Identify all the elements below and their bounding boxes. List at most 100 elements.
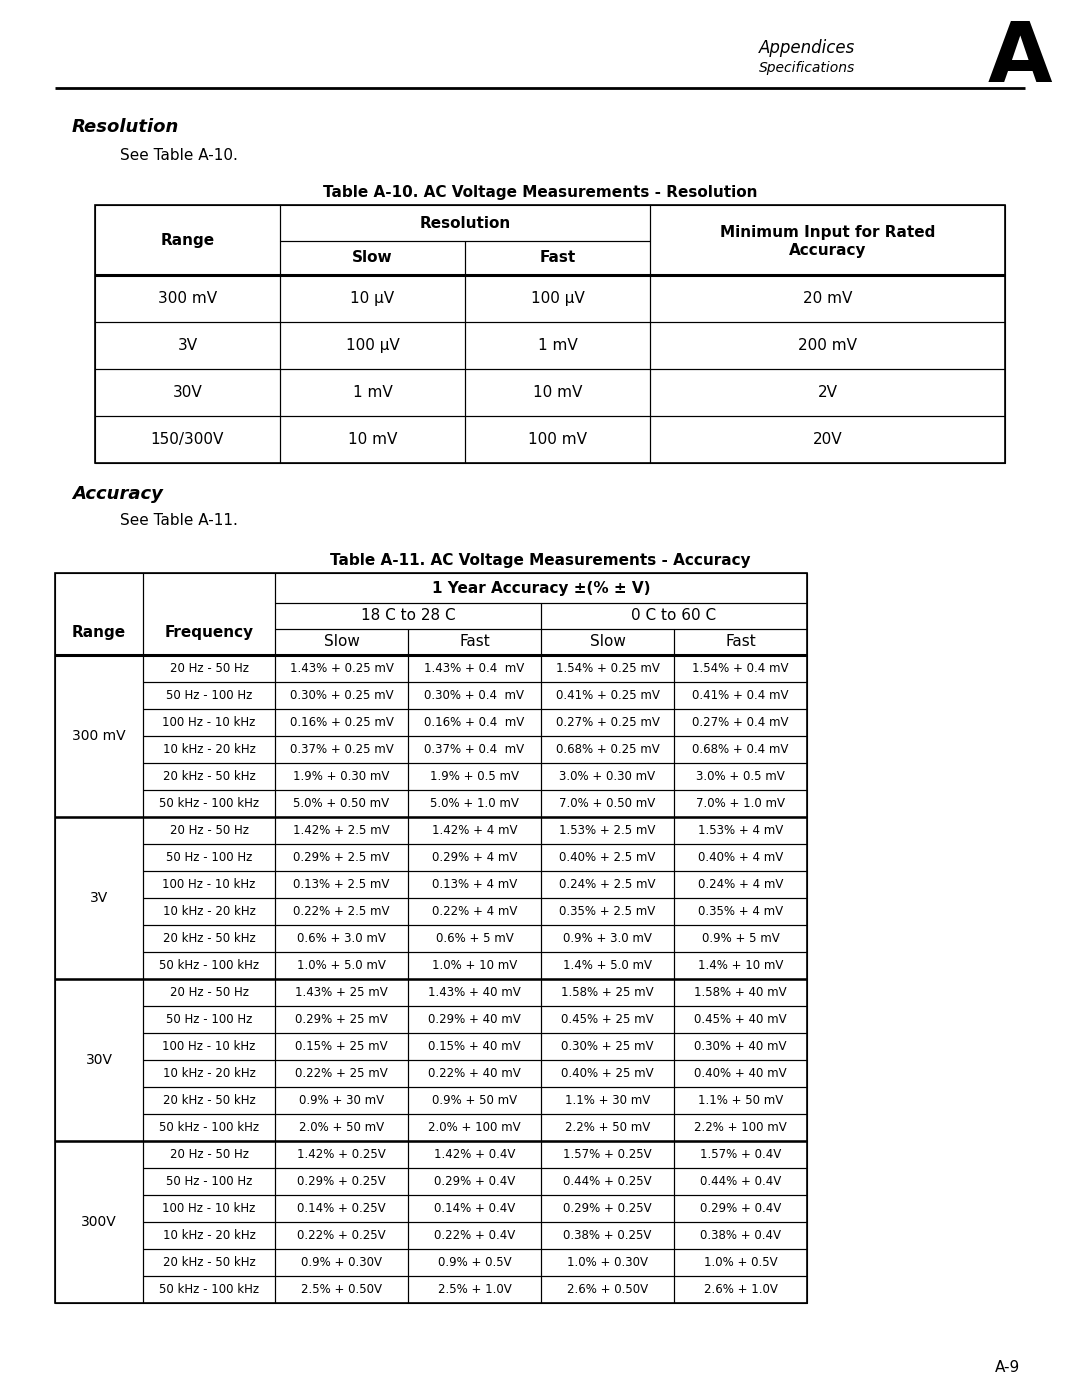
Bar xyxy=(275,1275,408,1303)
Text: Fast: Fast xyxy=(725,634,756,650)
Bar xyxy=(674,1032,807,1060)
Bar xyxy=(143,1032,275,1060)
Text: 0.15% + 40 mV: 0.15% + 40 mV xyxy=(428,1039,521,1053)
Bar xyxy=(408,710,541,736)
Text: 10 kHz - 20 kHz: 10 kHz - 20 kHz xyxy=(163,1229,256,1242)
Bar xyxy=(275,817,408,844)
Text: 50 Hz - 100 Hz: 50 Hz - 100 Hz xyxy=(166,689,253,703)
Bar xyxy=(674,682,807,710)
Text: Slow: Slow xyxy=(590,634,625,650)
Text: Accuracy: Accuracy xyxy=(788,243,866,257)
Bar xyxy=(143,1222,275,1249)
Bar xyxy=(143,1249,275,1275)
Text: 1.58% + 40 mV: 1.58% + 40 mV xyxy=(694,986,787,999)
Text: 0.30% + 25 mV: 0.30% + 25 mV xyxy=(562,1039,653,1053)
Bar xyxy=(275,710,408,736)
Text: 1.42% + 0.25V: 1.42% + 0.25V xyxy=(297,1148,386,1161)
Text: 0.27% + 0.4 mV: 0.27% + 0.4 mV xyxy=(692,717,788,729)
Text: 0.29% + 4 mV: 0.29% + 4 mV xyxy=(432,851,517,863)
Text: 20 mV: 20 mV xyxy=(802,291,852,306)
Bar xyxy=(280,416,465,462)
Bar xyxy=(408,870,541,898)
Bar xyxy=(541,898,674,925)
Text: 2.0% + 50 mV: 2.0% + 50 mV xyxy=(299,1120,384,1134)
Text: 0.22% + 25 mV: 0.22% + 25 mV xyxy=(295,1067,388,1080)
Bar xyxy=(674,870,807,898)
Text: Range: Range xyxy=(72,624,126,640)
Text: A: A xyxy=(988,18,1052,99)
Bar xyxy=(143,844,275,870)
Text: 300 mV: 300 mV xyxy=(72,729,125,743)
Bar xyxy=(541,1168,674,1194)
Bar xyxy=(541,629,674,655)
Bar xyxy=(674,710,807,736)
Text: Frequency: Frequency xyxy=(164,624,254,640)
Bar xyxy=(408,951,541,979)
Text: 0.35% + 4 mV: 0.35% + 4 mV xyxy=(698,905,783,918)
Text: Table A-11. AC Voltage Measurements - Accuracy: Table A-11. AC Voltage Measurements - Ac… xyxy=(329,553,751,569)
Bar xyxy=(541,1087,674,1113)
Text: 0.45% + 25 mV: 0.45% + 25 mV xyxy=(562,1013,653,1025)
Bar xyxy=(541,655,674,682)
Bar xyxy=(143,736,275,763)
Text: 0.9% + 5 mV: 0.9% + 5 mV xyxy=(702,932,780,944)
Bar xyxy=(674,925,807,951)
Bar xyxy=(674,655,807,682)
Text: 1.43% + 0.4  mV: 1.43% + 0.4 mV xyxy=(424,662,525,675)
Bar xyxy=(408,925,541,951)
Bar xyxy=(275,1249,408,1275)
Bar xyxy=(465,275,650,321)
Bar xyxy=(408,1087,541,1113)
Text: 50 Hz - 100 Hz: 50 Hz - 100 Hz xyxy=(166,1175,253,1187)
Bar xyxy=(275,736,408,763)
Text: 1.53% + 2.5 mV: 1.53% + 2.5 mV xyxy=(559,824,656,837)
Text: 0.37% + 0.4  mV: 0.37% + 0.4 mV xyxy=(424,743,525,756)
Bar xyxy=(408,1194,541,1222)
Bar xyxy=(275,1006,408,1032)
Bar xyxy=(674,1006,807,1032)
Bar xyxy=(143,789,275,817)
Bar xyxy=(541,682,674,710)
Text: 1.0% + 5.0 mV: 1.0% + 5.0 mV xyxy=(297,958,386,972)
Bar xyxy=(408,1060,541,1087)
Text: 10 kHz - 20 kHz: 10 kHz - 20 kHz xyxy=(163,743,256,756)
Bar xyxy=(408,1141,541,1168)
Text: 1.42% + 0.4V: 1.42% + 0.4V xyxy=(434,1148,515,1161)
Bar xyxy=(674,1222,807,1249)
Text: 0.27% + 0.25 mV: 0.27% + 0.25 mV xyxy=(555,717,660,729)
Bar xyxy=(280,275,465,321)
Bar xyxy=(408,1249,541,1275)
Bar xyxy=(465,369,650,416)
Bar xyxy=(408,1168,541,1194)
Text: 150/300V: 150/300V xyxy=(151,432,225,447)
Bar xyxy=(143,1168,275,1194)
Text: 20 Hz - 50 Hz: 20 Hz - 50 Hz xyxy=(170,986,248,999)
Bar xyxy=(95,416,280,462)
Bar xyxy=(55,1141,143,1303)
Text: 3V: 3V xyxy=(177,338,198,353)
Text: 100 µV: 100 µV xyxy=(530,291,584,306)
Text: 1.57% + 0.25V: 1.57% + 0.25V xyxy=(563,1148,652,1161)
Bar xyxy=(143,1006,275,1032)
Bar xyxy=(143,1141,275,1168)
Bar xyxy=(275,1032,408,1060)
Text: 5.0% + 0.50 mV: 5.0% + 0.50 mV xyxy=(294,798,390,810)
Text: 0.40% + 4 mV: 0.40% + 4 mV xyxy=(698,851,783,863)
Bar xyxy=(541,951,674,979)
Bar xyxy=(408,817,541,844)
Text: 100 µV: 100 µV xyxy=(346,338,400,353)
Text: 1.42% + 2.5 mV: 1.42% + 2.5 mV xyxy=(293,824,390,837)
Bar xyxy=(275,870,408,898)
Text: 0.44% + 0.4V: 0.44% + 0.4V xyxy=(700,1175,781,1187)
Bar xyxy=(541,763,674,789)
Bar xyxy=(280,242,465,275)
Bar xyxy=(541,1141,674,1168)
Text: 1 mV: 1 mV xyxy=(353,386,392,400)
Bar xyxy=(95,369,280,416)
Text: 0.22% + 2.5 mV: 0.22% + 2.5 mV xyxy=(294,905,390,918)
Text: 1.1% + 30 mV: 1.1% + 30 mV xyxy=(565,1094,650,1106)
Bar xyxy=(55,817,143,979)
Bar xyxy=(541,710,674,736)
Bar xyxy=(465,416,650,462)
Text: 18 C to 28 C: 18 C to 28 C xyxy=(361,609,456,623)
